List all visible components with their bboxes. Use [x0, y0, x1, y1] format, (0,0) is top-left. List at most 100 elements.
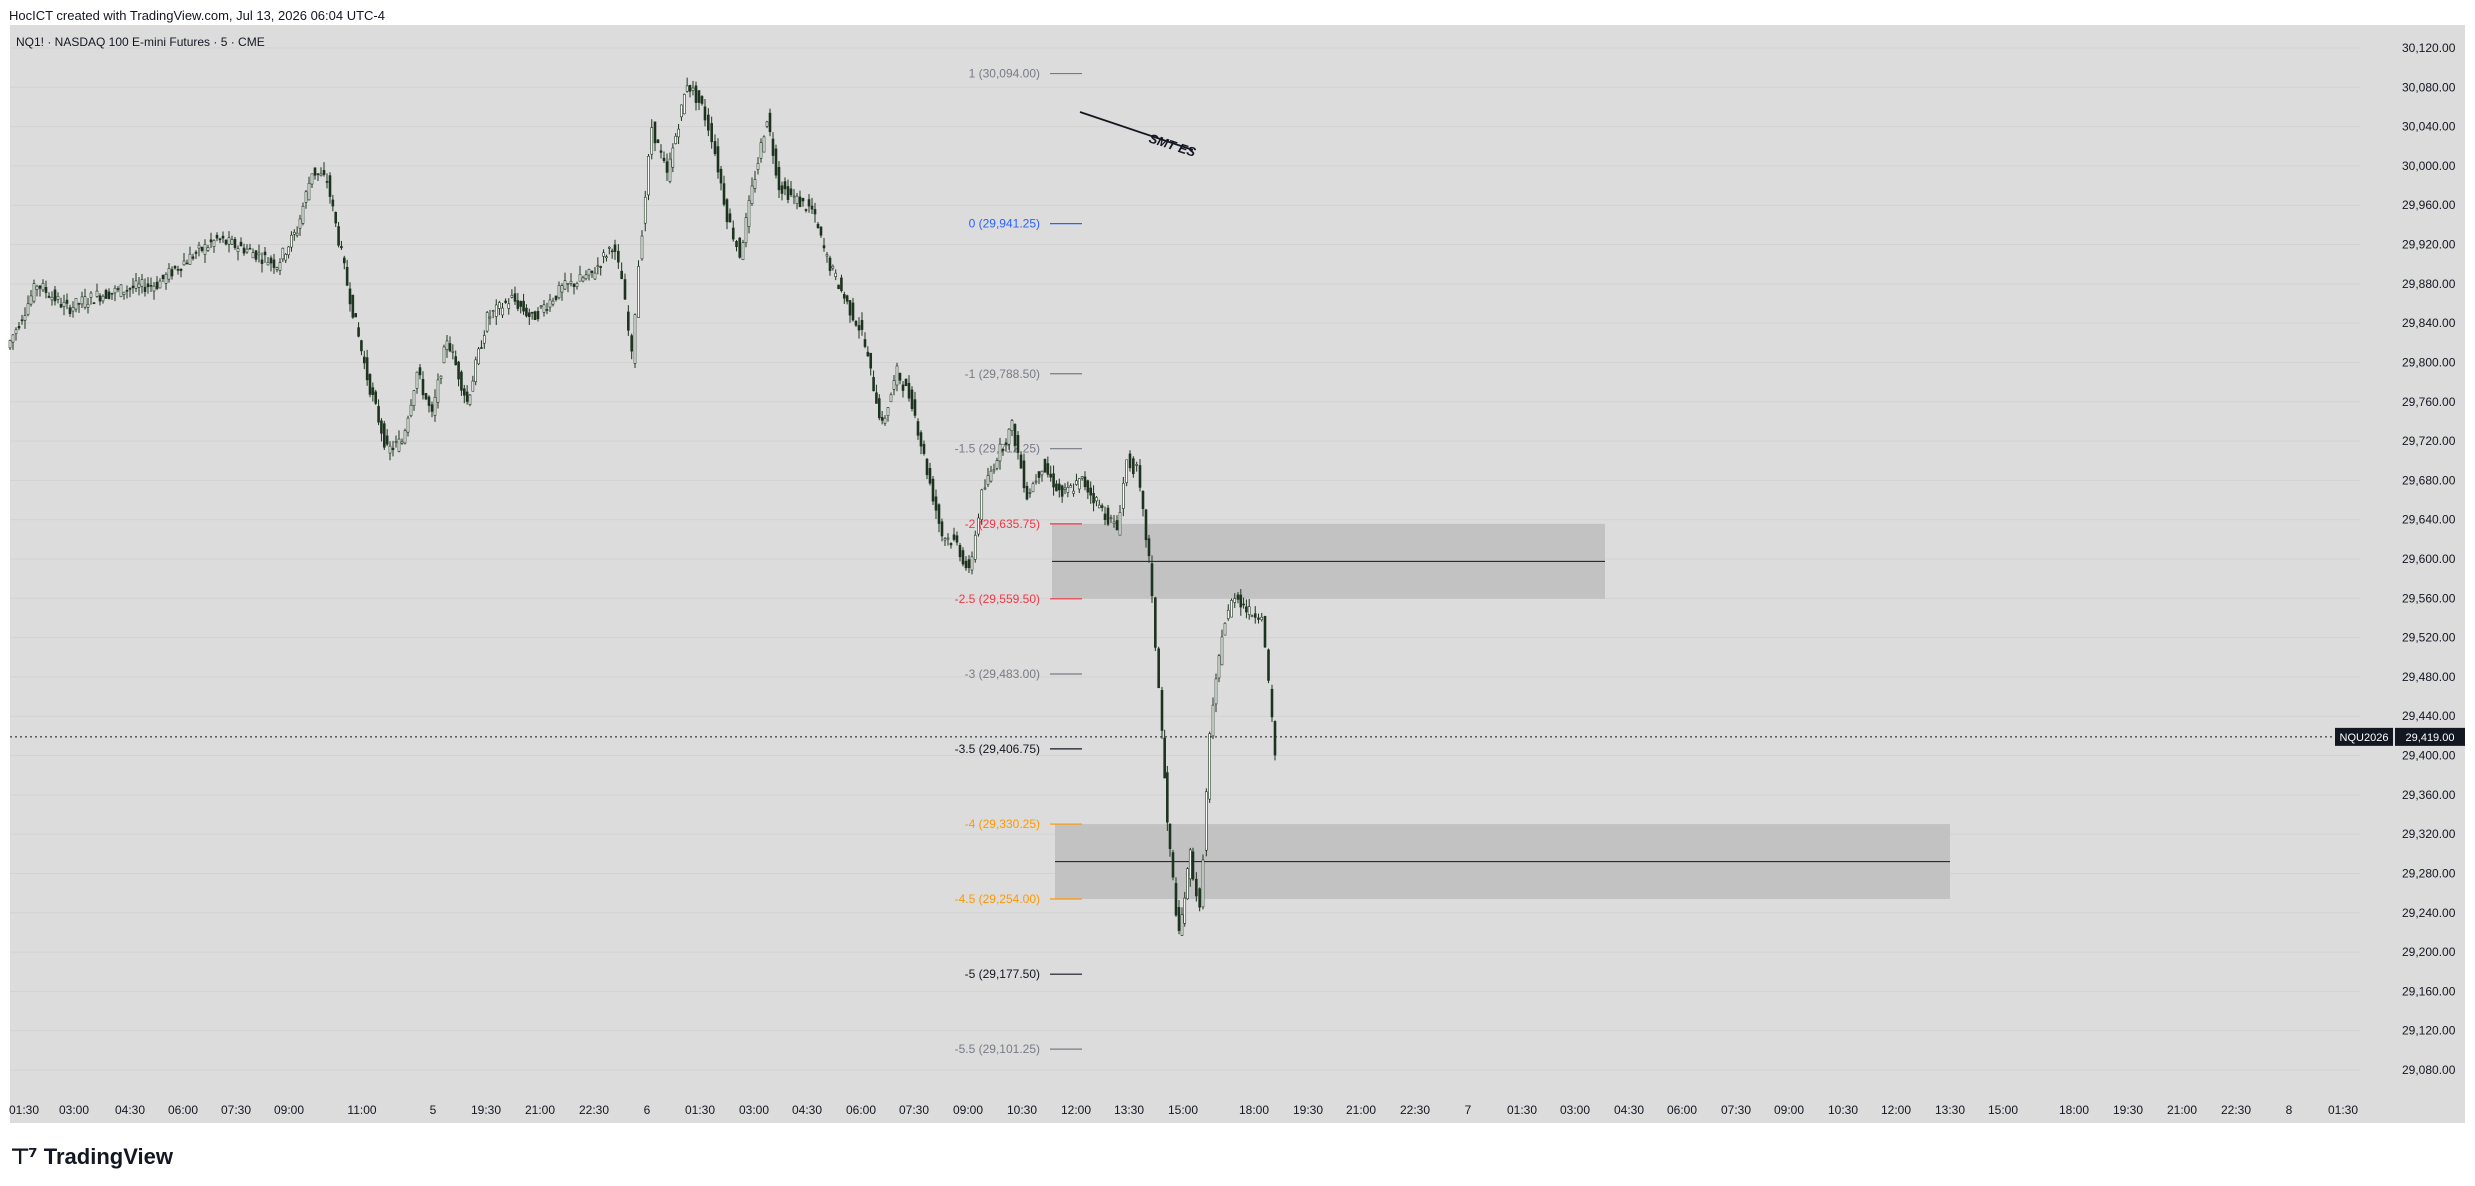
candle-body	[983, 487, 987, 490]
candle-body	[218, 238, 222, 241]
candle-body	[50, 297, 54, 301]
candle-body	[934, 496, 938, 511]
y-tick-label: 29,600.00	[2402, 552, 2456, 566]
candle-body	[104, 289, 108, 299]
candle-body	[1220, 636, 1224, 666]
candle-body	[925, 458, 929, 476]
candle-body	[245, 248, 249, 253]
candle-body	[1049, 473, 1053, 478]
candle-body	[674, 135, 678, 145]
candle-body	[682, 94, 686, 115]
candle-body	[412, 390, 416, 407]
x-tick-label: 03:00	[739, 1103, 769, 1117]
candle-body	[360, 340, 363, 352]
candle-body	[700, 96, 704, 104]
x-tick-label: 04:30	[1614, 1103, 1644, 1117]
candle-body	[74, 298, 78, 310]
candle-body	[415, 371, 419, 389]
candle-body	[1144, 509, 1148, 541]
x-tick-label: 8	[2286, 1103, 2293, 1117]
candle-body	[68, 307, 72, 314]
candle-body	[448, 343, 452, 352]
candle-body	[522, 300, 525, 312]
candle-body	[1233, 598, 1237, 603]
candle-body	[1046, 463, 1050, 475]
candle-body	[421, 379, 425, 396]
y-tick-label: 30,000.00	[2402, 159, 2456, 173]
candle-body	[400, 441, 404, 444]
candle-body	[513, 293, 517, 302]
candle-body	[337, 226, 340, 246]
candle-body	[1242, 603, 1245, 606]
candle-body	[26, 303, 30, 315]
x-tick-label: 7	[1465, 1103, 1472, 1117]
candle-body	[516, 300, 520, 309]
candle-body	[20, 319, 24, 322]
candle-body	[716, 146, 720, 173]
candle-body	[1112, 521, 1116, 524]
candle-body	[197, 244, 201, 249]
y-tick-label: 29,560.00	[2402, 591, 2456, 605]
y-tick-label: 29,400.00	[2402, 749, 2456, 763]
candle-body	[1077, 478, 1081, 490]
candle-body	[377, 406, 380, 423]
candle-body	[95, 290, 99, 297]
candle-body	[1055, 483, 1058, 492]
candle-body	[1106, 507, 1110, 525]
symbol-title[interactable]: NQ1! · NASDAQ 100 E-mini Futures · 5 · C…	[16, 35, 265, 49]
candle-body	[439, 375, 443, 379]
candle-body	[731, 227, 735, 240]
candle-body	[1208, 733, 1211, 800]
candle-body	[650, 127, 654, 155]
candle-body	[816, 223, 820, 229]
x-tick-label: 04:30	[792, 1103, 822, 1117]
candle-body	[792, 195, 796, 198]
candle-body	[627, 311, 630, 331]
candle-body	[146, 283, 150, 288]
x-tick-label: 07:30	[1721, 1103, 1751, 1117]
candle-body	[560, 285, 564, 293]
candle-body	[1273, 721, 1277, 756]
candle-body	[875, 392, 878, 404]
candle-body	[62, 301, 66, 307]
candle-body	[248, 247, 252, 250]
candle-body	[230, 239, 234, 245]
y-tick-label: 29,160.00	[2402, 984, 2456, 998]
candle-body	[227, 237, 231, 245]
fib-level-label: -3.5 (29,406.75)	[955, 742, 1040, 756]
x-tick-label: 19:30	[2113, 1103, 2143, 1117]
candle-body	[768, 112, 772, 133]
candle-body	[798, 196, 802, 208]
candle-body	[866, 351, 870, 357]
candle-body	[278, 262, 282, 271]
y-tick-label: 29,680.00	[2402, 473, 2456, 487]
candle-body	[501, 307, 504, 316]
candle-body	[295, 232, 299, 236]
candle-body	[342, 257, 346, 264]
candle-body	[504, 300, 507, 303]
candle-body	[637, 266, 640, 318]
ticker-badge	[2335, 727, 2393, 746]
x-tick-label: 18:00	[1239, 1103, 1269, 1117]
candle-body	[1128, 453, 1132, 469]
candle-body	[710, 123, 713, 143]
candle-body	[507, 303, 511, 309]
x-tick-label: 22:30	[1400, 1103, 1430, 1117]
candle-body	[656, 139, 660, 144]
candle-body	[498, 302, 501, 309]
candle-body	[863, 339, 867, 347]
candle-body	[409, 404, 413, 417]
candle-body	[1135, 464, 1138, 466]
fib-level-label: 0 (29,941.25)	[969, 217, 1040, 231]
candle-body	[877, 398, 881, 419]
candle-body	[854, 321, 858, 326]
candle-body	[569, 280, 573, 284]
candle-body	[1257, 617, 1260, 620]
candle-body	[777, 167, 781, 191]
smt-line	[1079, 111, 1194, 151]
candle-body	[471, 380, 475, 392]
candle-body	[931, 478, 935, 502]
tradingview-brand[interactable]: ⊤⁷ TradingView	[10, 1144, 173, 1170]
candle-body	[284, 254, 288, 261]
